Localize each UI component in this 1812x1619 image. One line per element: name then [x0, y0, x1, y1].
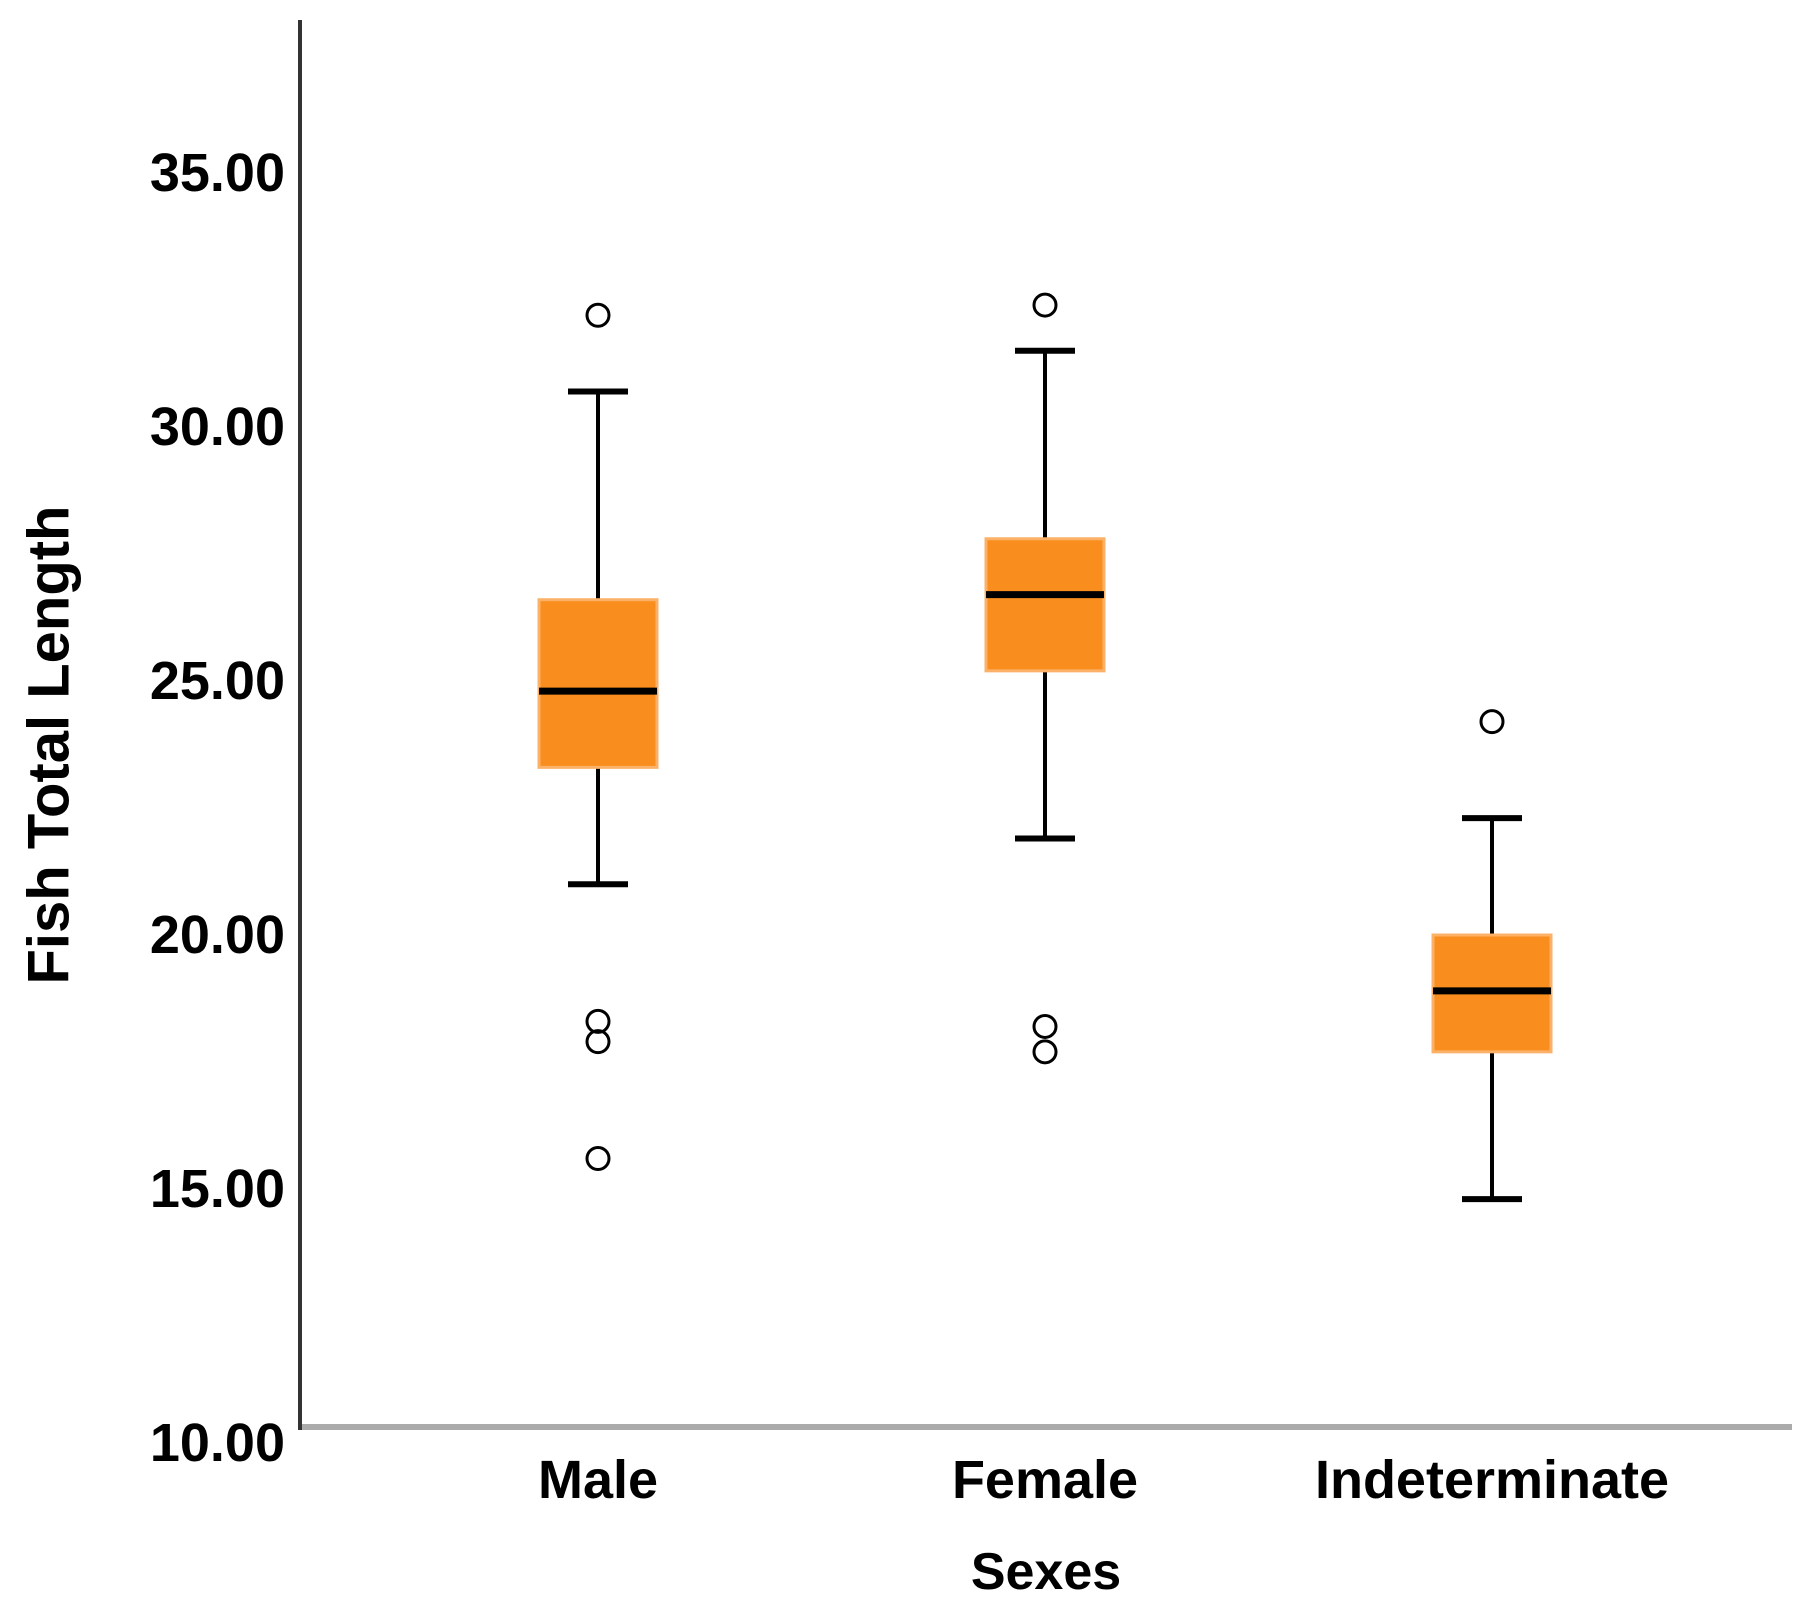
outlier-point	[585, 1029, 611, 1055]
box-male	[537, 598, 659, 769]
y-tick-label: 35.00	[149, 143, 285, 203]
outlier-point	[1479, 709, 1505, 735]
x-category-label: Female	[951, 1450, 1139, 1510]
y-tick-label: 25.00	[149, 651, 285, 711]
y-axis-line	[298, 20, 302, 1430]
y-tick-label: 10.00	[149, 1413, 285, 1473]
x-category-label: Indeterminate	[1314, 1450, 1670, 1510]
outlier-point	[1032, 1039, 1058, 1065]
outlier-point	[1032, 292, 1058, 318]
box-female	[984, 537, 1106, 673]
y-tick-label: 30.00	[149, 397, 285, 457]
outlier-point	[585, 1008, 611, 1034]
outlier-point	[1032, 1013, 1058, 1039]
x-axis-line	[298, 1424, 1792, 1430]
outlier-point	[585, 302, 611, 328]
x-category-label: Male	[537, 1450, 659, 1510]
y-tick-label: 20.00	[149, 905, 285, 965]
outlier-point	[585, 1146, 611, 1172]
y-tick-label: 15.00	[149, 1159, 285, 1219]
x-axis-title: Sexes	[970, 1543, 1122, 1601]
